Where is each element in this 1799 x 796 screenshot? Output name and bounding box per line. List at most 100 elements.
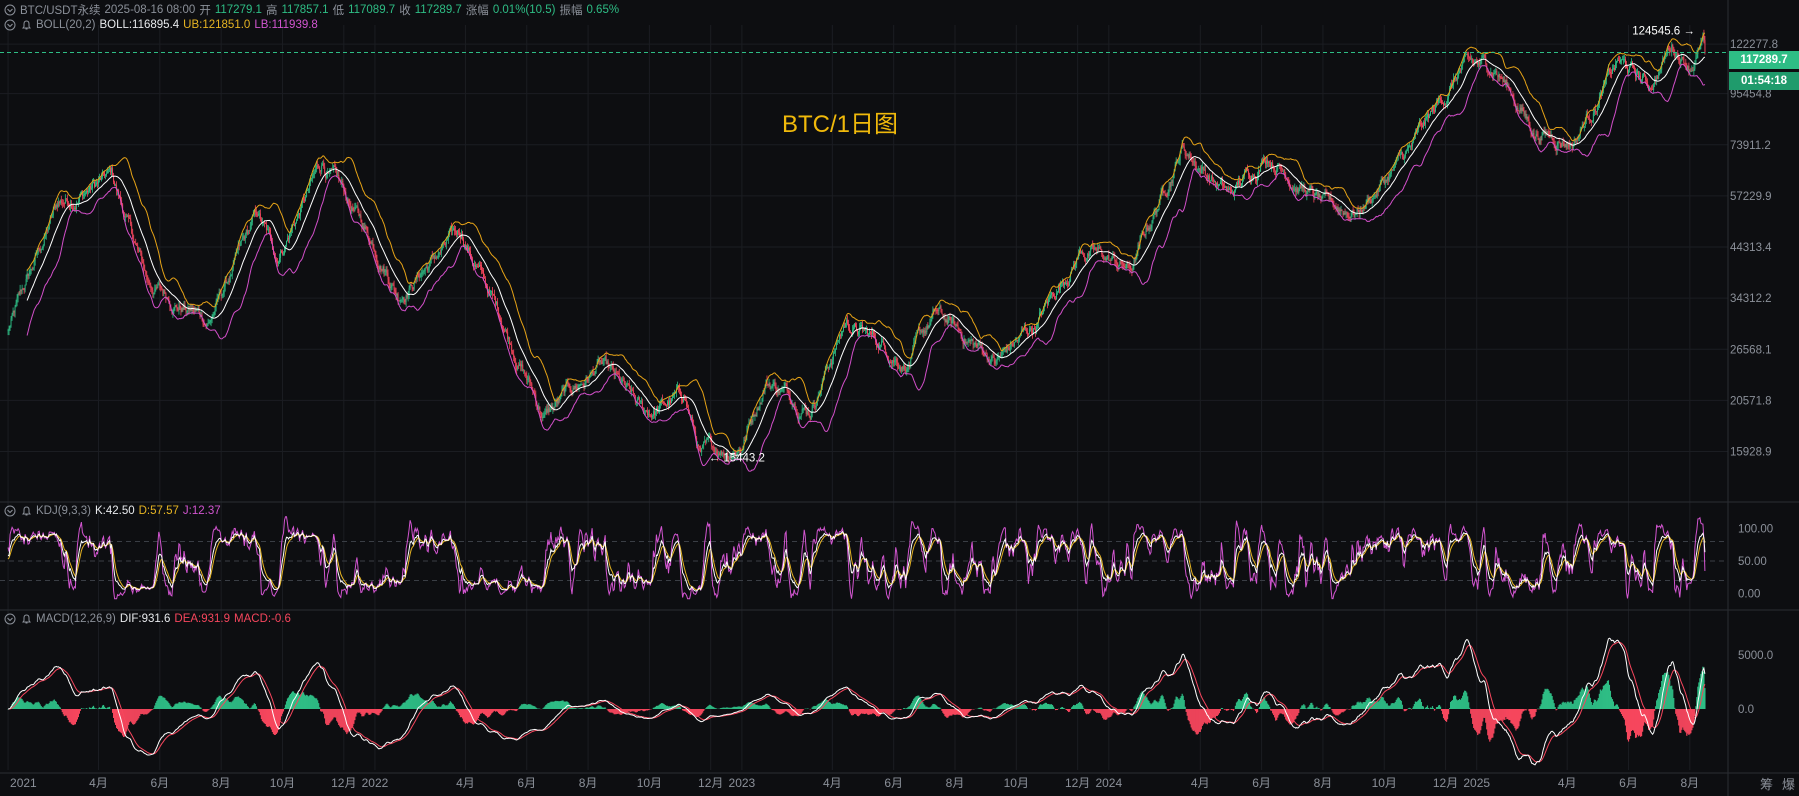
candle-body — [489, 290, 491, 293]
macd-histogram-bar — [1464, 690, 1466, 709]
candle-body — [470, 251, 471, 256]
macd-histogram-bar — [596, 706, 598, 709]
macd-histogram-bar — [367, 709, 369, 714]
macd-histogram-bar — [1502, 709, 1504, 721]
candle-body — [843, 326, 845, 328]
macd-histogram-bar — [590, 706, 592, 709]
candle-body — [152, 290, 154, 295]
candle-body — [395, 291, 397, 296]
macd-histogram-bar — [747, 702, 749, 709]
candle-body — [1383, 179, 1385, 184]
macd-histogram-bar — [1478, 709, 1480, 734]
candle-body — [160, 286, 162, 288]
macd-histogram-bar — [1020, 704, 1022, 709]
macd-histogram-bar — [134, 709, 136, 725]
macd-histogram-bar — [30, 702, 32, 709]
candle-body — [1152, 217, 1154, 221]
macd-histogram-bar — [1448, 708, 1451, 709]
candle-body — [1498, 73, 1500, 78]
candle-body — [728, 457, 730, 459]
x-tick-label: 6月 — [150, 776, 169, 790]
candle-body — [1325, 191, 1327, 193]
macd-histogram-bar — [685, 709, 688, 713]
candle-body — [859, 327, 860, 332]
candle-body — [1479, 61, 1481, 64]
candle-body — [744, 440, 746, 441]
candle-body — [320, 170, 322, 172]
macd-histogram-bar — [240, 698, 242, 709]
macd-histogram-bar — [1037, 707, 1040, 709]
candle-body — [116, 185, 118, 191]
candle-body — [706, 438, 708, 442]
candle-body — [511, 344, 513, 352]
candle-body — [1670, 51, 1672, 53]
candle-body — [799, 416, 801, 418]
candle-body — [709, 434, 711, 437]
macd-histogram-bar — [696, 709, 698, 718]
candle-body — [1154, 211, 1156, 212]
candle-body — [900, 367, 902, 372]
macd-histogram-bar — [644, 709, 646, 711]
macd-histogram-bar — [1096, 709, 1098, 713]
macd-histogram-bar — [399, 706, 401, 709]
candle-body — [1665, 54, 1667, 57]
macd-histogram-bar — [742, 706, 744, 709]
candle-body — [1331, 200, 1333, 202]
candle-body — [1151, 220, 1153, 228]
macd-histogram-bar — [999, 705, 1001, 709]
macd-histogram-bar — [16, 698, 18, 709]
macd-histogram-bar — [1043, 703, 1046, 709]
macd-histogram-bar — [1531, 709, 1533, 720]
candle-body — [443, 243, 445, 245]
candle-body — [1109, 259, 1111, 261]
macd-histogram-bar — [1155, 701, 1157, 709]
macd-histogram-bar — [603, 707, 605, 709]
macd-histogram-bar — [1073, 704, 1075, 709]
macd-histogram-bar — [333, 709, 335, 718]
macd-histogram-bar — [1488, 709, 1490, 740]
candle-body — [1188, 153, 1190, 158]
macd-histogram-bar — [1466, 692, 1468, 709]
candle-body — [391, 284, 393, 287]
macd-histogram-bar — [202, 709, 204, 711]
candle-body — [209, 322, 211, 323]
macd-histogram-bar — [1145, 696, 1147, 709]
candle-body — [1213, 181, 1215, 182]
candle-body — [592, 369, 594, 374]
candle-body — [1398, 153, 1400, 155]
macd-histogram-bar — [304, 695, 307, 709]
candle-body — [1519, 107, 1521, 112]
candle-body — [338, 174, 340, 180]
candle-body — [129, 218, 131, 219]
candle-body — [19, 289, 21, 295]
macd-histogram-bar — [802, 709, 804, 711]
candle-body — [1274, 167, 1276, 171]
macd-histogram-bar — [351, 709, 353, 729]
macd-histogram-bar — [13, 701, 15, 709]
macd-histogram-bar — [725, 707, 727, 709]
candle-body — [884, 343, 886, 349]
macd-histogram-bar — [417, 693, 419, 709]
macd-histogram-bar — [73, 709, 75, 725]
macd-histogram-bar — [275, 709, 278, 734]
candle-body — [1004, 348, 1006, 350]
macd-histogram-bar — [47, 704, 49, 709]
macd-histogram-bar — [843, 705, 846, 709]
candle-body — [115, 185, 117, 187]
macd-histogram-bar — [613, 709, 615, 715]
candle-body — [992, 356, 994, 358]
macd-histogram-bar — [764, 704, 766, 709]
macd-histogram-bar — [1052, 706, 1055, 709]
macd-histogram-bar — [242, 700, 244, 709]
macd-histogram-bar — [415, 694, 417, 709]
macd-histogram-bar — [598, 705, 600, 709]
macd-histogram-bar — [200, 707, 202, 709]
macd-histogram-bar — [729, 707, 731, 709]
candle-body — [640, 401, 642, 403]
candle-body — [1629, 66, 1630, 70]
candle-body — [1539, 138, 1541, 145]
macd-histogram-bar — [1066, 709, 1069, 712]
macd-histogram-bar — [917, 695, 919, 709]
candle-body — [1526, 116, 1528, 119]
